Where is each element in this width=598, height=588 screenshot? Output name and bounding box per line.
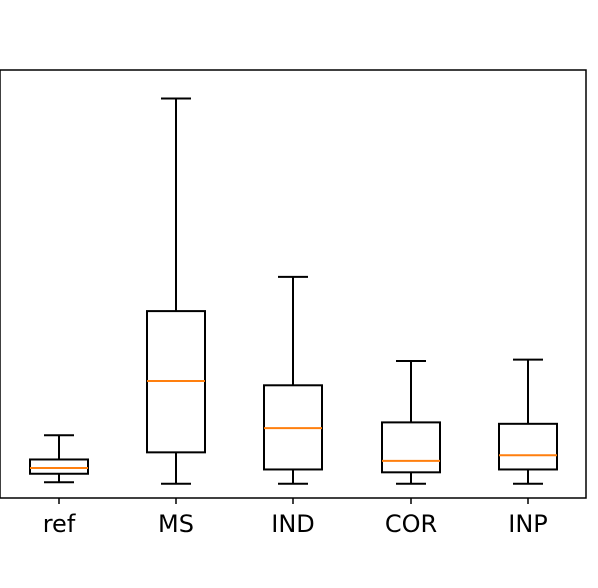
x-tick-label-ms: MS bbox=[158, 510, 194, 538]
box-cor bbox=[381, 421, 441, 474]
box-group-cor bbox=[381, 360, 441, 485]
box-group-ms bbox=[146, 97, 206, 485]
x-tick-label-ind: IND bbox=[271, 510, 315, 538]
x-tick-label-cor: COR bbox=[385, 510, 437, 538]
x-tick-label-ref: ref bbox=[43, 510, 76, 538]
box-inp bbox=[498, 422, 558, 471]
x-tick-label-inp: INP bbox=[508, 510, 548, 538]
x-tick-layer: ref MS IND COR INP bbox=[43, 498, 548, 538]
box-ref bbox=[29, 458, 89, 475]
boxes-layer bbox=[29, 97, 558, 485]
box-group-ind bbox=[263, 275, 323, 485]
box-group-inp bbox=[498, 358, 558, 485]
box-group-ref bbox=[29, 434, 89, 484]
